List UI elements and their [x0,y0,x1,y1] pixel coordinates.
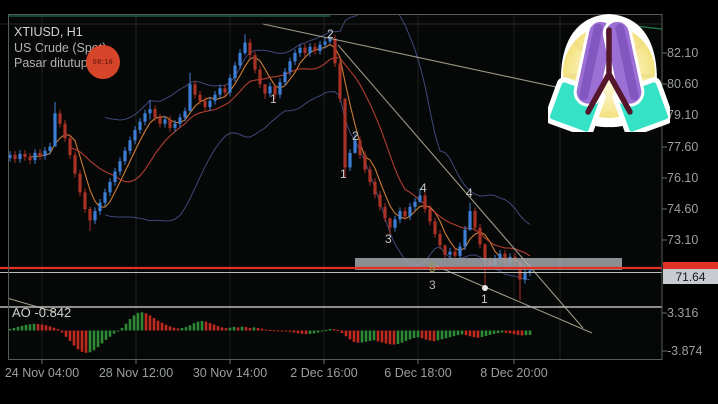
axis-tick-label: -3.874 [667,344,703,358]
time-tick-label: 2 Dec 16:00 [290,366,358,380]
time-tick-label: 8 Dec 20:00 [480,366,548,380]
time-tick-label: 28 Nov 12:00 [98,366,174,380]
folded-hands-sticker [548,14,670,132]
sticker-center-crease [585,27,633,115]
axis-tick-label: 79.10 [667,108,699,122]
wave-label: 4 [466,186,473,200]
symbol-description: US Crude (Spot) [14,40,107,55]
axis-tick-label: 74.60 [667,202,699,216]
wave-label: 1 [270,92,277,106]
time-tick-label: 30 Nov 14:00 [192,366,268,380]
last-price-value: 71.64 [675,269,706,284]
wave-label: 3 [429,278,436,292]
wave-label: 1 [481,292,488,306]
indicator-label: AO -0.842 [12,305,72,320]
axis-tick-label: 77.60 [667,140,699,154]
axis-tick-label: 73.10 [667,233,699,247]
last-price-badge: 71.64 [663,269,718,284]
time-tick-label: 24 Nov 04:00 [4,366,80,380]
wave-label: 4 [420,181,427,195]
wave-label: 1 [340,167,347,181]
wave-label: 2 [327,27,334,41]
price-axis-red-strip [663,262,718,269]
chart-header: XTIUSD, H1 US Crude (Spot) Pasar ditutup [14,25,106,72]
axis-tick-label: 3.316 [667,306,699,320]
wave-label: 5 [429,261,436,275]
market-status: Pasar ditutup [14,56,88,70]
time-tick-label: 6 Dec 18:00 [384,366,452,380]
wave-label: 3 [385,232,392,246]
axis-tick-label: 76.10 [667,171,699,185]
axis-tick-label: 80.60 [667,77,699,91]
axis-tick-label: 82.10 [667,46,699,60]
recording-timer-text: 08:16 [92,58,114,66]
wave-label: 2 [352,129,359,143]
recording-timer-badge: 08:16 [86,45,120,79]
symbol-title: XTIUSD, H1 [14,25,83,39]
